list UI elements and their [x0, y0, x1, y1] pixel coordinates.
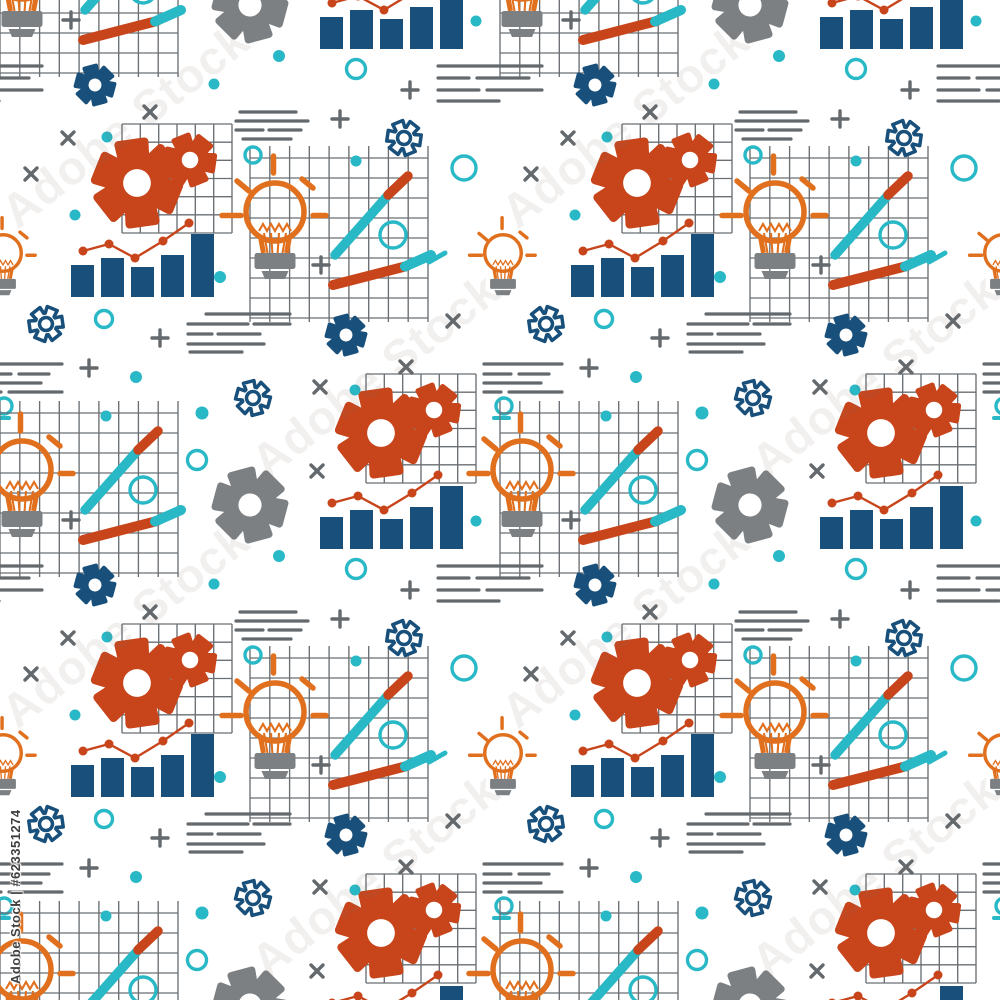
watermark-label: Adobe Stock | #623351274 [8, 809, 23, 984]
